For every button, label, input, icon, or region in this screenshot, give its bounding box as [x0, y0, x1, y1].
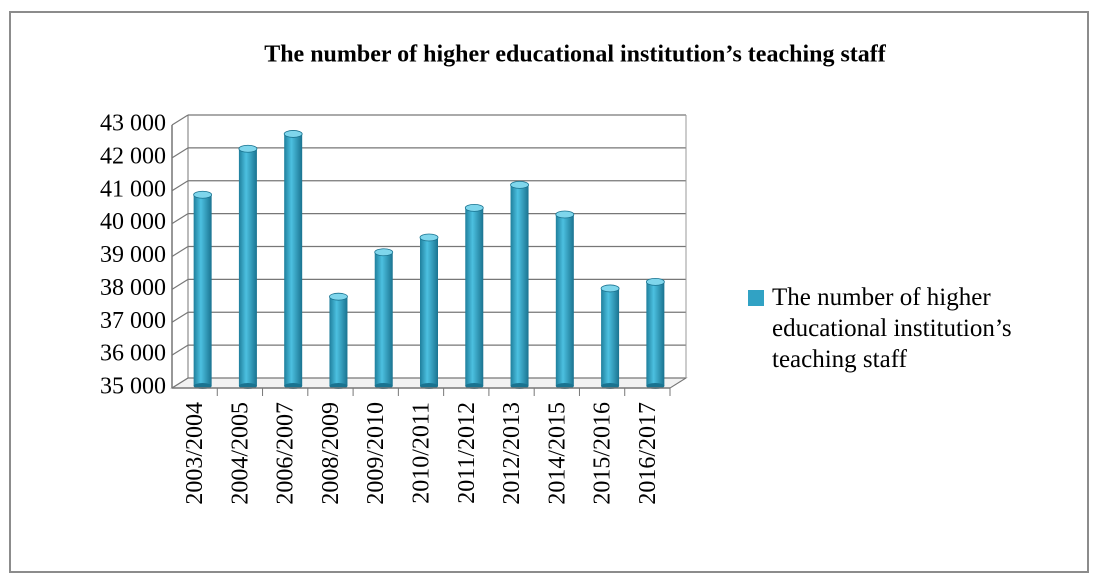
chart-border: [9, 11, 1089, 573]
bar: [329, 296, 348, 386]
x-tick-label: 2008/2009: [318, 402, 344, 505]
bar: [646, 281, 665, 386]
x-tick-label: 2014/2015: [544, 402, 570, 505]
x-tick-label: 2010/2011: [409, 402, 435, 504]
bar-top: [329, 292, 348, 301]
bar: [555, 214, 574, 386]
bar: [193, 194, 212, 386]
y-tick-label: 38 000: [100, 275, 166, 301]
y-tick-label: 41 000: [100, 176, 166, 202]
bar-top: [419, 233, 439, 242]
bar: [238, 148, 257, 386]
legend-label: The number of higher educational institu…: [772, 284, 1012, 373]
x-tick-label: 2003/2004: [182, 402, 208, 505]
y-tick-label: 39 000: [100, 242, 166, 268]
x-tick-label: 2012/2013: [499, 402, 525, 505]
bar: [465, 207, 484, 386]
bar-top: [374, 248, 394, 257]
bar-top: [238, 144, 258, 153]
bar: [601, 288, 620, 386]
grid-side: [171, 147, 189, 159]
bar: [374, 252, 393, 386]
y-tick-label: 43 000: [100, 111, 166, 137]
grid-side: [171, 344, 189, 356]
grid-side: [171, 311, 189, 323]
bar: [420, 237, 438, 386]
y-tick-label: 37 000: [100, 308, 166, 334]
y-tick-label: 42 000: [100, 143, 166, 169]
y-tick-label: 40 000: [100, 209, 166, 235]
grid-side: [171, 180, 189, 192]
grid-side: [171, 114, 189, 126]
bar: [510, 184, 529, 386]
bar-top: [464, 203, 484, 212]
bar-top: [600, 284, 620, 293]
bar-top: [510, 180, 529, 189]
bar: [284, 133, 303, 386]
y-tick-label: 36 000: [100, 341, 166, 367]
grid-side: [171, 213, 189, 225]
grid-side: [171, 245, 189, 258]
grid-side: [171, 278, 189, 290]
x-tick-label: 2016/2017: [635, 402, 661, 505]
x-tick-label: 2004/2005: [227, 402, 253, 505]
x-axis-end: [669, 377, 687, 389]
x-tick-label: 2011/2012: [454, 402, 480, 504]
x-tick-label: 2009/2010: [363, 402, 389, 505]
chart-title: The number of higher educational institu…: [264, 42, 887, 68]
x-tick-label: 2006/2007: [273, 402, 299, 505]
bar-top: [283, 130, 303, 138]
bar-top: [555, 210, 575, 219]
bar-top: [193, 190, 213, 199]
y-tick-label: 35 000: [100, 374, 166, 400]
grid-side: [171, 377, 189, 389]
bar-top: [645, 277, 665, 286]
legend-swatch: [748, 290, 764, 306]
x-tick-label: 2015/2016: [590, 402, 616, 505]
